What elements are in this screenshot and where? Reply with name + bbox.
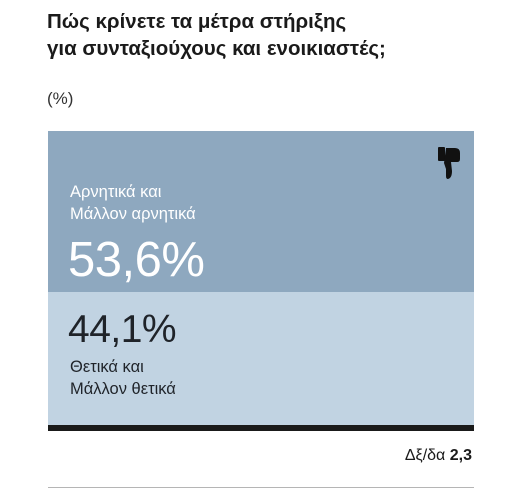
bottom-divider bbox=[48, 487, 474, 488]
bar-positive bbox=[48, 292, 474, 425]
chart-base-bar bbox=[48, 425, 474, 431]
negative-label: Αρνητικά και Μάλλον αρνητικά bbox=[70, 181, 196, 225]
negative-label-line-2: Μάλλον αρνητικά bbox=[70, 205, 196, 223]
thumbs-down-icon bbox=[438, 147, 460, 179]
positive-value-label: 44,1% bbox=[68, 308, 177, 351]
positive-label-line-1: Θετικά και bbox=[70, 358, 144, 376]
title-line-2: για συνταξιούχους και ενοικιαστές; bbox=[47, 37, 386, 60]
positive-label: Θετικά και Μάλλον θετικά bbox=[70, 356, 176, 400]
stacked-bar-chart: Αρνητικά και Μάλλον αρνητικά 53,6% 44,1%… bbox=[48, 131, 474, 425]
bar-negative bbox=[48, 131, 474, 292]
negative-value-label: 53,6% bbox=[68, 233, 205, 287]
dont-know-label: Δξ/δα bbox=[404, 447, 446, 464]
positive-label-line-2: Μάλλον θετικά bbox=[70, 380, 176, 398]
title-line-1: Πώς κρίνετε τα μέτρα στήριξης bbox=[47, 10, 347, 33]
chart-title: Πώς κρίνετε τα μέτρα στήριξης για συνταξ… bbox=[47, 8, 487, 62]
dont-know-value: 2,3 bbox=[449, 447, 472, 464]
dont-know-footnote: Δξ/δα 2,3 bbox=[405, 447, 472, 465]
chart-subtitle: (%) bbox=[47, 89, 74, 108]
negative-label-line-1: Αρνητικά και bbox=[70, 183, 162, 201]
